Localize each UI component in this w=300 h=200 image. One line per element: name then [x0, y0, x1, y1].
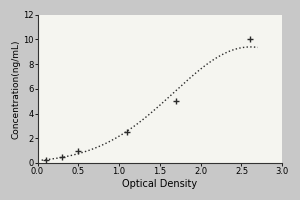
Y-axis label: Concentration(ng/mL): Concentration(ng/mL): [11, 39, 20, 139]
X-axis label: Optical Density: Optical Density: [122, 179, 197, 189]
